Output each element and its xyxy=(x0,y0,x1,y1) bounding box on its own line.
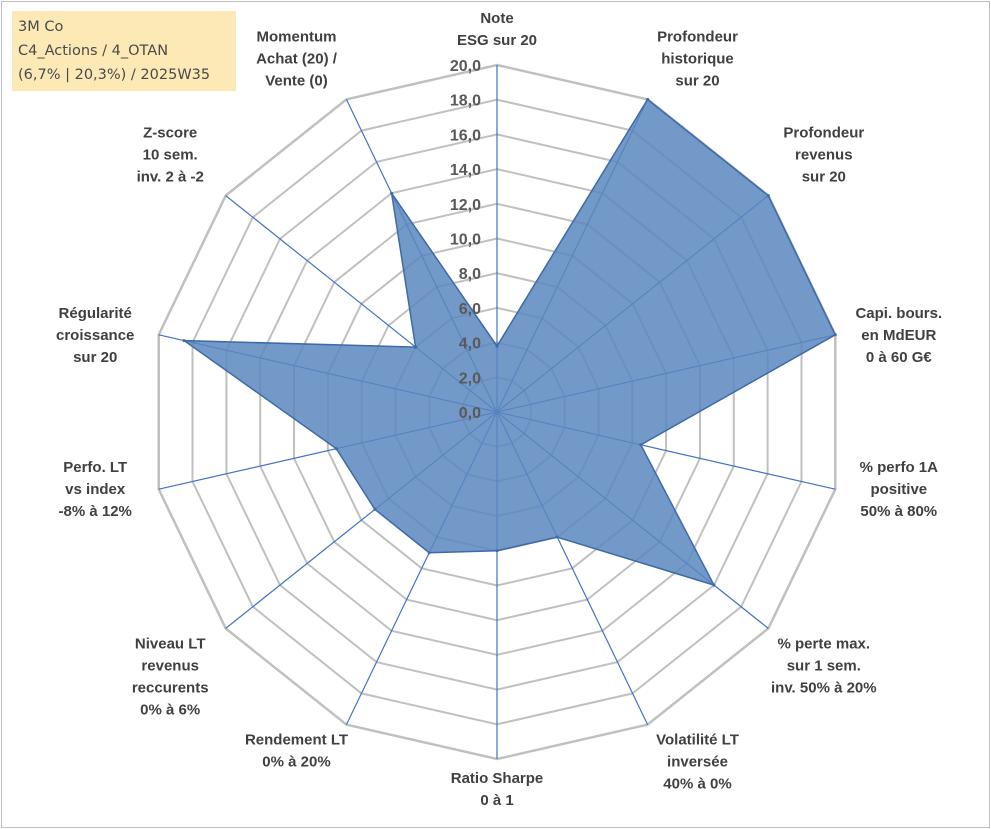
axis-label-line: % perfo 1A xyxy=(860,459,939,476)
axis-label-line: sur 1 sem. xyxy=(787,657,861,674)
tick-label: 10,0 xyxy=(450,232,481,249)
data-point-9 xyxy=(373,507,377,511)
info-company: 3M Co xyxy=(18,19,64,35)
axis-label-0: Note ESG sur 20 xyxy=(457,10,537,49)
axis-label-line: inversée xyxy=(667,754,728,771)
axis-label-6: Volatilité LT inversée 40% à 0% xyxy=(656,732,739,793)
axis-label-line: croissance xyxy=(56,327,134,344)
axis-label-line: Profondeur xyxy=(783,125,864,142)
axis-label-7: Ratio Sharpe 0 à 1 xyxy=(451,770,544,809)
tick-label: 8,0 xyxy=(459,266,481,283)
axis-label-line: Volatilité LT xyxy=(656,732,739,749)
axis-label-11: Régularité croissance sur 20 xyxy=(56,305,134,366)
tick-label: 4,0 xyxy=(459,336,481,353)
data-point-1 xyxy=(646,97,650,101)
axis-label-line: Momentum xyxy=(257,28,337,45)
tick-label: 16,0 xyxy=(450,127,481,144)
data-point-5 xyxy=(712,583,716,587)
axis-label-line: vs index xyxy=(65,481,126,498)
axis-label-line: reccurents xyxy=(132,679,209,696)
axis-label-line: 50% à 80% xyxy=(860,503,937,520)
axis-label-line: en MdEUR xyxy=(861,327,936,344)
data-point-13 xyxy=(390,191,394,195)
axis-label-line: 0 à 1 xyxy=(480,792,513,809)
axis-label-line: 0% à 20% xyxy=(262,754,330,771)
data-point-2 xyxy=(766,194,770,198)
axis-label-line: ESG sur 20 xyxy=(457,32,537,49)
info-stats: (6,7% | 20,3%) / 2025W35 xyxy=(18,67,211,83)
data-point-3 xyxy=(833,333,837,337)
axis-label-4: % perfo 1A positive 50% à 80% xyxy=(860,459,939,520)
axis-label-line: Rendement LT xyxy=(245,732,348,749)
tick-label: 2,0 xyxy=(459,370,481,387)
axis-label-line: historique xyxy=(661,50,734,67)
info-category: C4_Actions / 4_OTAN xyxy=(18,43,169,59)
data-point-12 xyxy=(414,345,418,349)
axis-label-10: Perfo. LT vs index -8% à 12% xyxy=(59,459,132,520)
data-point-11 xyxy=(182,339,186,343)
axis-label-12: Z-score 10 sem. inv. 2 à -2 xyxy=(137,125,204,186)
axis-label-line: Capi. bours. xyxy=(855,305,942,322)
tick-label: 14,0 xyxy=(450,162,481,179)
data-point-4 xyxy=(639,443,643,447)
axis-label-line: sur 20 xyxy=(675,72,719,89)
axis-label-line: Vente (0) xyxy=(265,72,328,89)
axis-label-line: sur 20 xyxy=(802,169,846,186)
axis-label-line: revenus xyxy=(795,147,853,164)
data-point-7 xyxy=(495,549,499,553)
data-point-6 xyxy=(555,535,559,539)
axis-label-line: -8% à 12% xyxy=(59,503,132,520)
tick-label: 6,0 xyxy=(459,301,481,318)
axis-label-2: Profondeur revenus sur 20 xyxy=(783,125,864,186)
info-box: 3M Co C4_Actions / 4_OTAN (6,7% | 20,3%)… xyxy=(12,11,236,91)
axis-label-9: Niveau LT revenus reccurents 0% à 6% xyxy=(132,635,209,718)
radar-series xyxy=(181,97,837,587)
axis-label-3: Capi. bours. en MdEUR 0 à 60 G€ xyxy=(855,305,942,366)
tick-label: 18,0 xyxy=(450,93,481,110)
axis-label-line: % perte max. xyxy=(778,635,871,652)
axis-label-line: 0 à 60 G€ xyxy=(866,349,933,366)
axis-label-line: Note xyxy=(480,10,513,27)
axis-labels: Note ESG sur 20 Profondeur historique sur 20… xyxy=(56,10,942,809)
axis-label-line: 40% à 0% xyxy=(663,776,731,793)
axis-label-line: Ratio Sharpe xyxy=(451,770,544,787)
axis-label-line: 0% à 6% xyxy=(140,701,200,718)
axis-label-line: revenus xyxy=(141,657,199,674)
axis-label-line: inv. 2 à -2 xyxy=(137,169,204,186)
axis-label-line: sur 20 xyxy=(73,349,117,366)
axis-label-line: Z-score xyxy=(143,125,197,142)
axis-label-1: Profondeur historique sur 20 xyxy=(657,28,738,89)
tick-label: 20,0 xyxy=(450,58,481,75)
tick-label: 12,0 xyxy=(450,197,481,214)
radial-tick-labels: 0,0 2,0 4,0 6,0 8,0 10,0 12,0 14,0 16,0 18,0 20,0 xyxy=(450,58,481,422)
axis-label-line: positive xyxy=(870,481,927,498)
tick-label: 0,0 xyxy=(459,405,481,422)
axis-label-line: Niveau LT xyxy=(135,635,206,652)
data-point-8 xyxy=(427,551,431,555)
axis-label-line: Achat (20) / xyxy=(256,50,338,67)
axis-label-line: inv. 50% à 20% xyxy=(771,679,877,696)
axis-label-8: Rendement LT 0% à 20% xyxy=(245,732,348,771)
axis-label-line: Profondeur xyxy=(657,28,738,45)
axis-label-line: 10 sem. xyxy=(143,147,198,164)
axis-label-13: Momentum Achat (20) / Vente (0) xyxy=(256,28,338,89)
axis-label-5: % perte max. sur 1 sem. inv. 50% à 20% xyxy=(771,635,877,696)
axis-label-line: Perfo. LT xyxy=(63,459,127,476)
data-point-0 xyxy=(495,344,499,348)
data-point-10 xyxy=(334,447,338,451)
axis-label-line: Régularité xyxy=(59,305,132,322)
